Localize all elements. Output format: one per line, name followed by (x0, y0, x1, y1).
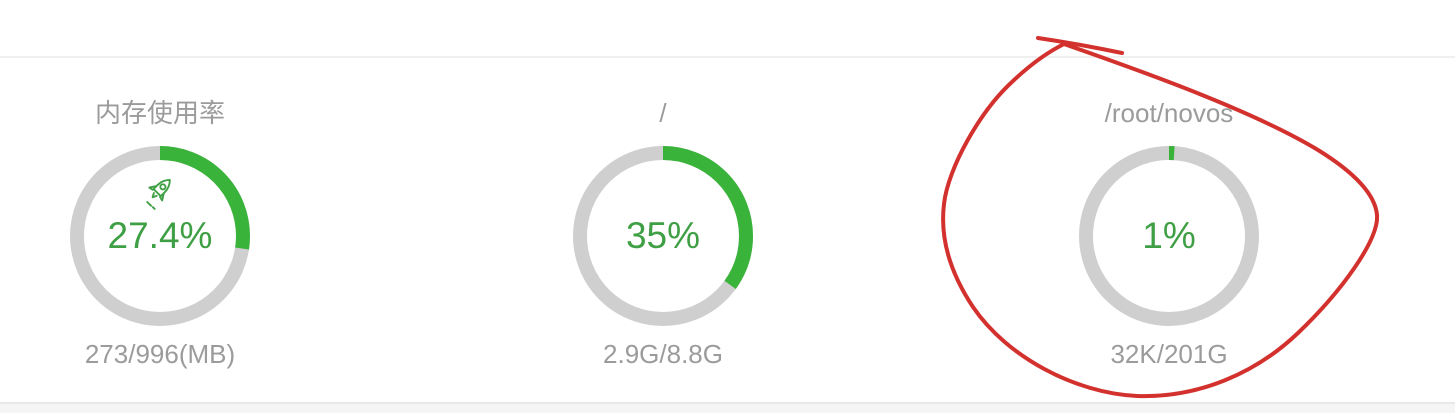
memory-usage-ring: 27.4% (70, 146, 250, 326)
gauge-detail: 2.9G/8.8G (603, 339, 723, 369)
gauge-title: 内存使用率 (94, 98, 225, 128)
novos-fs-gauge: /root/novos 1% 32K/201G (1009, 96, 1329, 369)
root-fs-ring: 35% (573, 146, 753, 326)
donut-chart (573, 146, 753, 326)
gauge-percent: 1% (1142, 215, 1196, 256)
footer-strip (0, 404, 1455, 413)
gauge-title: / (659, 98, 667, 128)
memory-usage-gauge: 内存使用率 (0, 96, 320, 369)
root-fs-gauge: / 35% 2.9G/8.8G (503, 96, 823, 369)
novos-fs-ring: 1% (1079, 146, 1259, 326)
top-divider (0, 56, 1455, 58)
rocket-icon (140, 172, 180, 212)
bottom-divider (0, 402, 1455, 404)
gauge-detail: 273/996(MB) (84, 339, 236, 369)
gauge-title: /root/novos (1104, 98, 1234, 128)
gauge-detail: 32K/201G (1110, 339, 1228, 369)
gauge-percent: 27.4% (107, 215, 213, 256)
donut-chart (70, 146, 250, 326)
gauge-percent: 35% (625, 215, 701, 256)
